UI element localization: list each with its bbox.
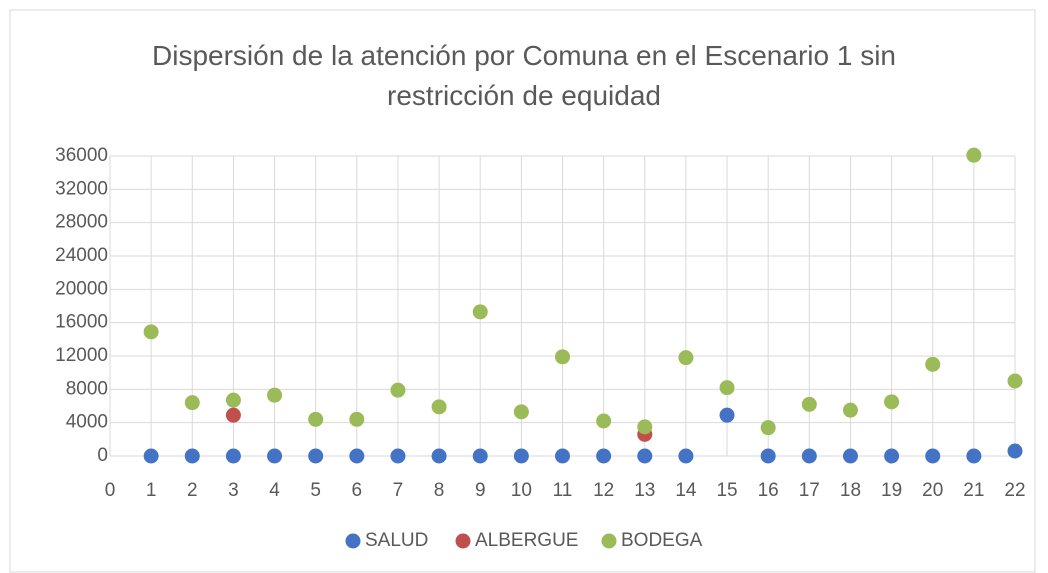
point xyxy=(143,324,159,340)
point xyxy=(472,304,488,320)
x-tick-label: 2 xyxy=(187,480,198,501)
point xyxy=(678,350,694,366)
point xyxy=(842,402,858,418)
y-tick-label: 24000 xyxy=(55,245,108,266)
point xyxy=(555,448,570,464)
point xyxy=(596,413,612,429)
point xyxy=(925,448,941,464)
y-tick-label: 4000 xyxy=(66,412,108,433)
legend-marker xyxy=(455,533,471,549)
point xyxy=(801,396,817,412)
point xyxy=(637,419,653,435)
point xyxy=(225,448,241,464)
point xyxy=(267,387,283,403)
x-tick-label: 21 xyxy=(963,480,984,501)
point xyxy=(472,448,488,464)
legend-marker xyxy=(345,533,361,549)
point xyxy=(431,448,447,464)
point xyxy=(842,448,858,464)
x-tick-label: 19 xyxy=(881,480,902,501)
point xyxy=(431,399,447,415)
x-tick-label: 7 xyxy=(393,480,404,501)
point xyxy=(390,382,406,398)
x-tick-label: 13 xyxy=(634,480,655,501)
point xyxy=(760,448,776,464)
point xyxy=(1007,443,1023,459)
y-tick-label: 8000 xyxy=(66,378,108,399)
x-tick-label: 9 xyxy=(475,480,486,501)
point xyxy=(596,448,612,464)
legend-label: SALUD xyxy=(365,530,428,551)
point xyxy=(349,448,365,464)
point xyxy=(884,448,900,464)
y-tick-label: 32000 xyxy=(55,178,108,199)
point xyxy=(678,448,694,464)
x-tick-label: 0 xyxy=(105,480,116,501)
point xyxy=(390,448,406,464)
point xyxy=(884,394,900,410)
point xyxy=(184,448,200,464)
y-tick-label: 28000 xyxy=(55,212,108,233)
x-tick-label: 4 xyxy=(269,480,280,501)
x-tick-label: 8 xyxy=(434,480,445,501)
point xyxy=(555,349,570,365)
point xyxy=(184,395,200,411)
legend-label: ALBERGUE xyxy=(475,530,578,551)
legend-marker xyxy=(601,533,617,549)
chart-border xyxy=(9,9,1036,573)
point xyxy=(760,420,776,436)
chart-title: Dispersión de la atención por Comuna en … xyxy=(152,40,896,111)
point xyxy=(966,448,982,464)
x-tick-label: 5 xyxy=(310,480,321,501)
point xyxy=(801,448,817,464)
x-tick-label: 16 xyxy=(758,480,779,501)
x-tick-label: 10 xyxy=(511,480,532,501)
point xyxy=(513,404,529,420)
point xyxy=(925,356,941,372)
point xyxy=(719,407,735,423)
y-tick-label: 20000 xyxy=(55,278,108,299)
point xyxy=(225,407,241,423)
point xyxy=(308,448,324,464)
y-tick-label: 16000 xyxy=(55,312,108,333)
point xyxy=(719,380,735,396)
x-tick-label: 18 xyxy=(840,480,861,501)
x-tick-label: 22 xyxy=(1004,480,1025,501)
y-tick-label: 0 xyxy=(97,445,108,466)
x-tick-label: 11 xyxy=(553,480,573,501)
point xyxy=(1007,373,1023,389)
x-tick-label: 12 xyxy=(593,480,614,501)
point xyxy=(308,411,324,427)
point xyxy=(966,147,982,163)
point xyxy=(225,392,241,408)
point xyxy=(267,448,283,464)
x-tick-label: 1 xyxy=(146,480,157,501)
x-tick-label: 14 xyxy=(675,480,697,501)
x-tick-label: 15 xyxy=(716,480,737,501)
legend-label: BODEGA xyxy=(621,530,703,551)
point xyxy=(349,411,365,427)
y-tick-label: 36000 xyxy=(55,145,108,166)
point xyxy=(637,448,653,464)
x-tick-label: 6 xyxy=(352,480,363,501)
point xyxy=(513,448,529,464)
x-tick-label: 3 xyxy=(228,480,239,501)
x-tick-label: 20 xyxy=(922,480,943,501)
y-tick-label: 12000 xyxy=(55,345,108,366)
point xyxy=(143,448,159,464)
x-tick-label: 17 xyxy=(799,480,820,501)
